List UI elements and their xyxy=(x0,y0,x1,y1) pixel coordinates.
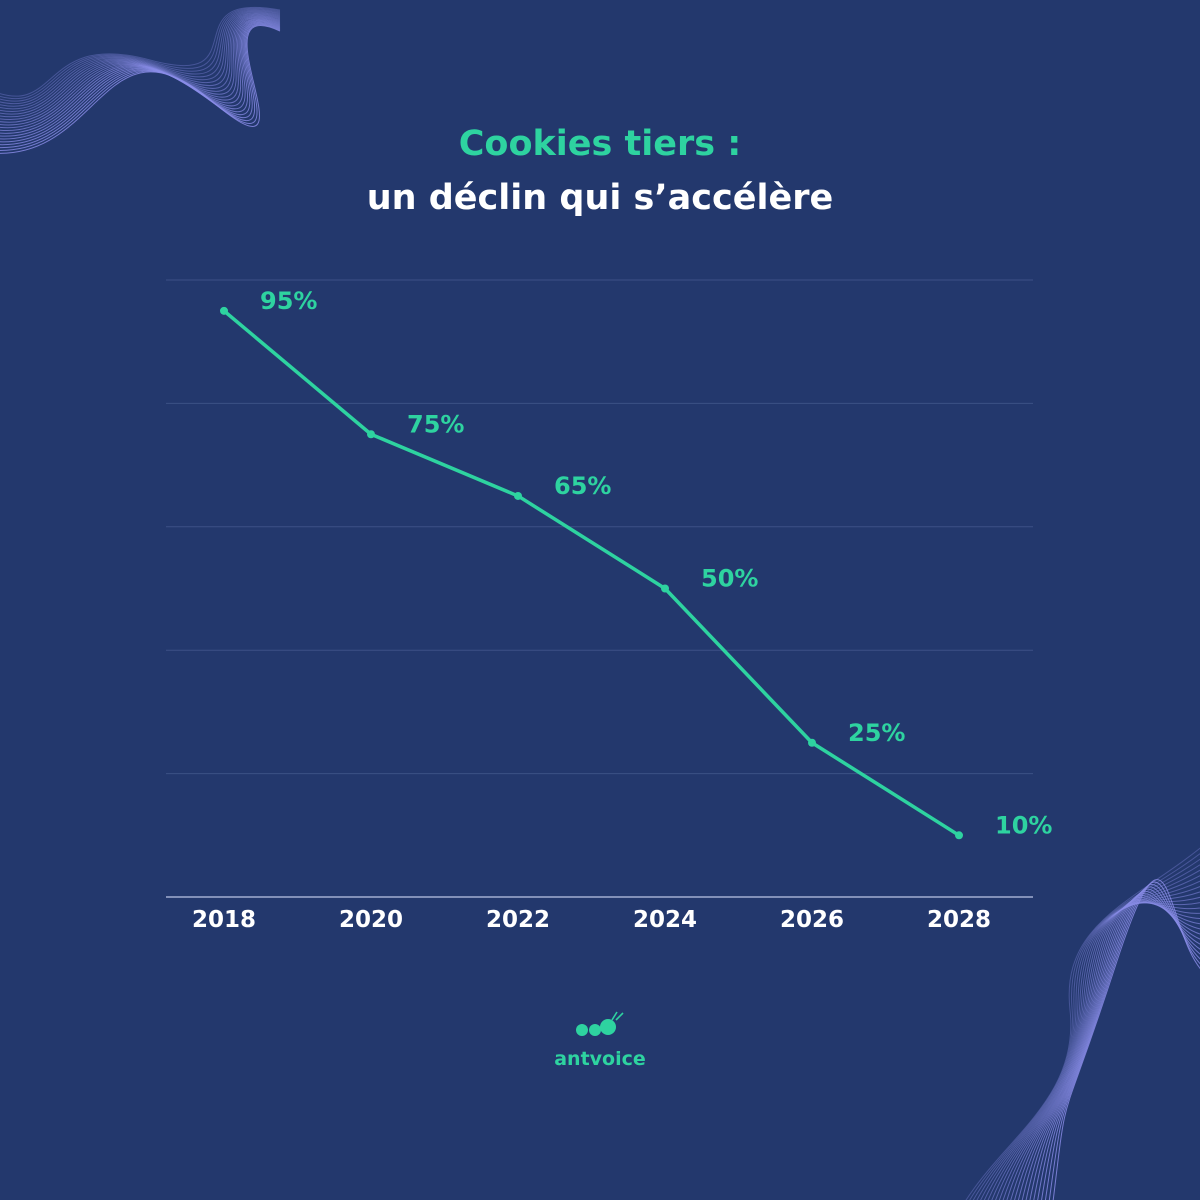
line-chart: 2018 2020 2022 2024 2026 2028 95% 75% 65% 50% 25% 1… xyxy=(166,279,1052,933)
title-line-2: un déclin qui s’accélère xyxy=(366,178,834,218)
x-tick-label: 2022 xyxy=(486,907,550,933)
brand-logo: antvoice xyxy=(540,1008,660,1070)
data-point xyxy=(661,584,669,593)
brand-name: antvoice xyxy=(554,1048,646,1070)
x-tick-label: 2024 xyxy=(633,907,697,933)
x-tick-label: 2018 xyxy=(192,907,256,933)
data-label: 95% xyxy=(260,287,317,315)
data-point xyxy=(220,306,228,315)
x-tick-label: 2026 xyxy=(780,907,844,933)
series-line xyxy=(222,309,960,837)
data-label: 75% xyxy=(407,410,464,438)
data-point xyxy=(808,738,816,747)
x-tick-label: 2020 xyxy=(339,907,403,933)
data-label: 25% xyxy=(848,719,905,747)
title-line-1: Cookies tiers : xyxy=(458,124,742,164)
data-label: 10% xyxy=(995,811,1052,839)
x-tick-label: 2028 xyxy=(927,907,991,933)
chart-title: Cookies tiers : un déclin qui s’accélère xyxy=(0,118,1200,226)
data-point xyxy=(367,430,375,439)
ant-dots-icon xyxy=(576,1011,624,1036)
data-point xyxy=(514,491,522,500)
data-label: 65% xyxy=(554,472,611,500)
data-point xyxy=(955,831,963,840)
data-label: 50% xyxy=(701,565,758,593)
